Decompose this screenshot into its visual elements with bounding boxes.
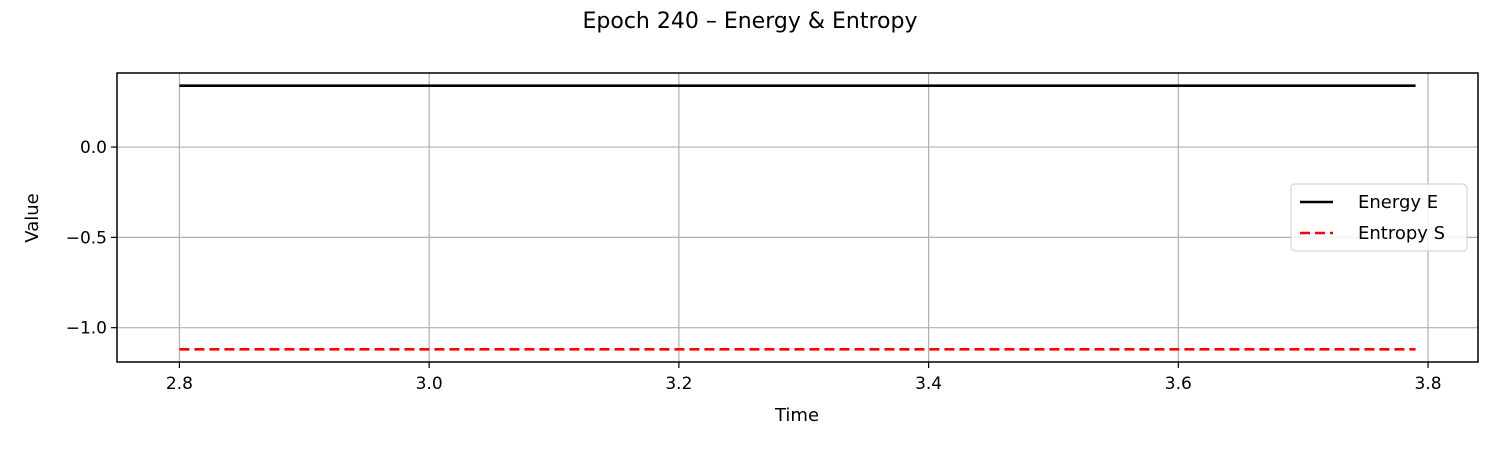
y-axis-label: Value bbox=[22, 193, 43, 242]
y-tick-label: 0.0 bbox=[80, 138, 107, 158]
x-tick-label: 3.8 bbox=[1415, 374, 1442, 394]
legend-box bbox=[1290, 183, 1468, 252]
x-tick-label: 3.4 bbox=[915, 374, 942, 394]
x-tick-label: 3.6 bbox=[1165, 374, 1192, 394]
series-layer bbox=[179, 84, 1416, 351]
y-tick-label: −1.0 bbox=[66, 319, 107, 339]
y-tick-label: −0.5 bbox=[66, 228, 107, 248]
grid bbox=[117, 73, 1478, 362]
legend-label: Energy E bbox=[1358, 192, 1438, 213]
x-tick-label: 2.8 bbox=[166, 374, 193, 394]
x-tick-label: 3.0 bbox=[416, 374, 443, 394]
x-axis-label: Time bbox=[774, 405, 819, 426]
x-tick-label: 3.2 bbox=[665, 374, 692, 394]
ticks: 2.8 3.0 3.2 3.4 3.6 3.8 0.0 −0.5 −1.0 bbox=[66, 138, 1442, 394]
legend: Energy E Entropy S bbox=[1290, 183, 1468, 252]
plot-area bbox=[116, 72, 1479, 363]
legend-label: Entropy S bbox=[1358, 223, 1445, 244]
chart-title: Epoch 240 – Energy & Entropy bbox=[583, 9, 918, 34]
